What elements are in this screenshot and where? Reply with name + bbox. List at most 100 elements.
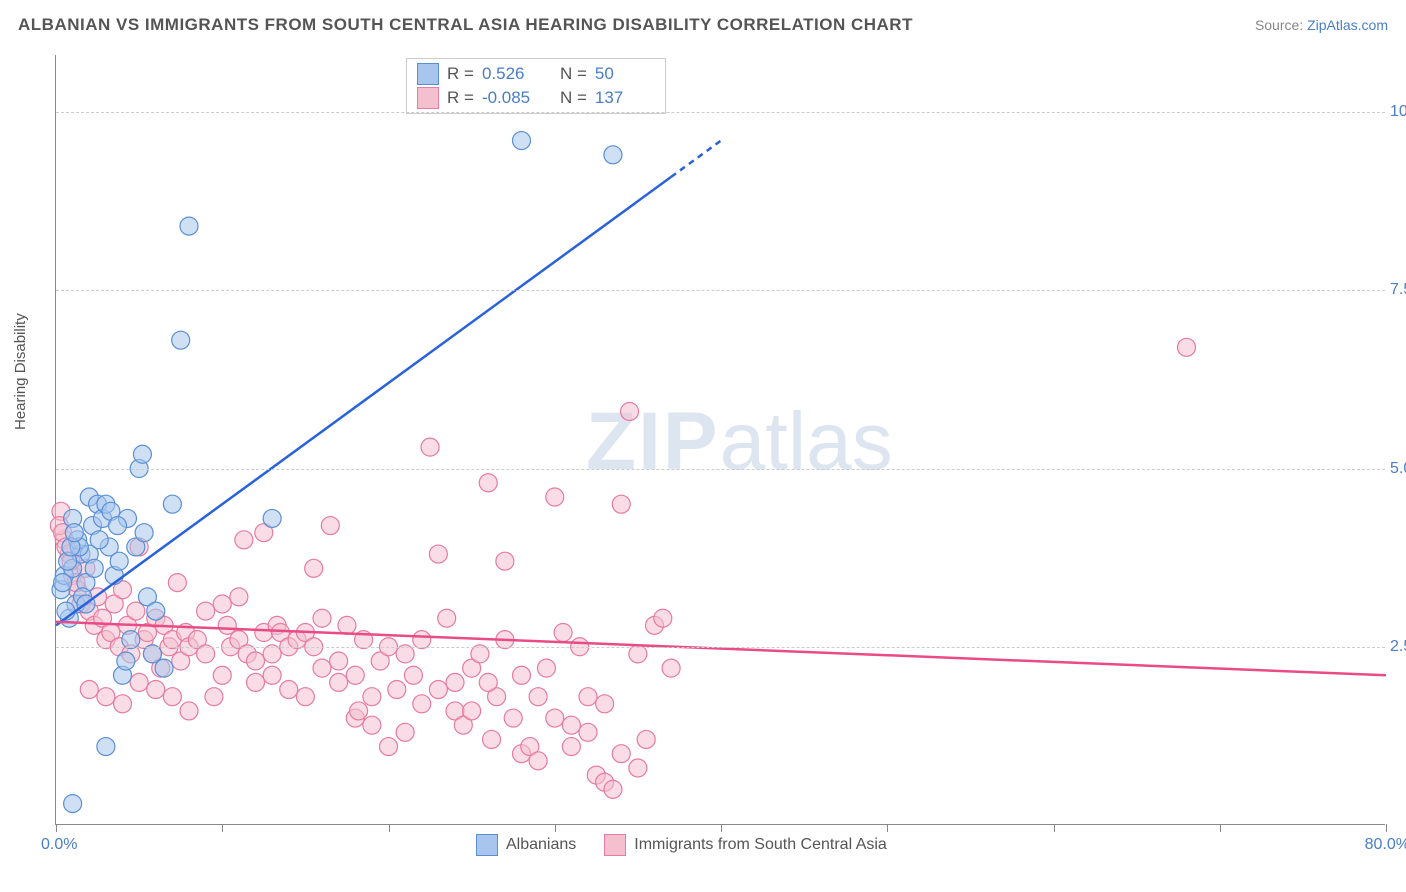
x-tick bbox=[1386, 824, 1387, 832]
legend-swatch bbox=[476, 834, 498, 856]
data-point bbox=[438, 609, 456, 627]
data-point bbox=[529, 752, 547, 770]
data-point bbox=[205, 688, 223, 706]
x-tick bbox=[1220, 824, 1221, 832]
data-point bbox=[496, 552, 514, 570]
data-point bbox=[247, 673, 265, 691]
data-point bbox=[330, 673, 348, 691]
data-point bbox=[172, 331, 190, 349]
data-point bbox=[180, 217, 198, 235]
data-point bbox=[90, 531, 108, 549]
data-point bbox=[135, 524, 153, 542]
data-point bbox=[346, 666, 364, 684]
series-name: Immigrants from South Central Asia bbox=[634, 836, 887, 854]
n-value: 50 bbox=[595, 64, 655, 84]
data-point bbox=[147, 681, 165, 699]
data-point bbox=[321, 517, 339, 535]
source-attribution: Source: ZipAtlas.com bbox=[1255, 17, 1388, 33]
data-point bbox=[621, 402, 639, 420]
data-point bbox=[235, 531, 253, 549]
data-point bbox=[64, 795, 82, 813]
data-point bbox=[637, 730, 655, 748]
data-point bbox=[230, 588, 248, 606]
data-point bbox=[546, 488, 564, 506]
data-point bbox=[562, 716, 580, 734]
x-tick bbox=[887, 824, 888, 832]
data-point bbox=[429, 545, 447, 563]
x-axis-min-label: 0.0% bbox=[41, 836, 77, 854]
data-point bbox=[413, 695, 431, 713]
y-tick-label: 5.0% bbox=[1390, 460, 1406, 478]
chart-title: ALBANIAN VS IMMIGRANTS FROM SOUTH CENTRA… bbox=[18, 15, 913, 35]
data-point bbox=[662, 659, 680, 677]
x-tick bbox=[1054, 824, 1055, 832]
data-point bbox=[296, 688, 314, 706]
series-legend-item: Albanians bbox=[476, 834, 576, 856]
data-point bbox=[612, 495, 630, 513]
scatter-svg bbox=[56, 55, 1386, 825]
data-point bbox=[247, 652, 265, 670]
r-label: R = bbox=[447, 64, 474, 84]
legend-swatch bbox=[417, 87, 439, 109]
data-point bbox=[197, 602, 215, 620]
x-tick bbox=[555, 824, 556, 832]
data-point bbox=[537, 659, 555, 677]
r-value: 0.526 bbox=[482, 64, 552, 84]
data-point bbox=[97, 688, 115, 706]
data-point bbox=[596, 695, 614, 713]
data-point bbox=[350, 702, 368, 720]
y-tick-label: 2.5% bbox=[1390, 638, 1406, 656]
trend-line-dashed bbox=[671, 141, 721, 177]
data-point bbox=[546, 709, 564, 727]
series-legend-item: Immigrants from South Central Asia bbox=[604, 834, 887, 856]
source-link[interactable]: ZipAtlas.com bbox=[1307, 17, 1388, 33]
correlation-legend-row: R =-0.085N =137 bbox=[417, 87, 655, 109]
x-axis-max-label: 80.0% bbox=[1365, 836, 1406, 854]
data-point bbox=[513, 666, 531, 684]
gridline bbox=[56, 647, 1385, 648]
data-point bbox=[163, 688, 181, 706]
data-point bbox=[396, 723, 414, 741]
data-point bbox=[263, 666, 281, 684]
data-point bbox=[97, 738, 115, 756]
trend-line bbox=[56, 177, 671, 625]
data-point bbox=[313, 609, 331, 627]
data-point bbox=[483, 730, 501, 748]
data-point bbox=[54, 574, 72, 592]
data-point bbox=[213, 595, 231, 613]
r-value: -0.085 bbox=[482, 88, 552, 108]
r-label: R = bbox=[447, 88, 474, 108]
plot-area: ZIPatlas R =0.526N =50R =-0.085N =137 0.… bbox=[55, 55, 1385, 825]
data-point bbox=[313, 659, 331, 677]
data-point bbox=[338, 616, 356, 634]
source-prefix: Source: bbox=[1255, 17, 1307, 33]
data-point bbox=[612, 745, 630, 763]
gridline bbox=[56, 290, 1385, 291]
data-point bbox=[1178, 338, 1196, 356]
data-point bbox=[504, 709, 522, 727]
y-tick-label: 7.5% bbox=[1390, 281, 1406, 299]
chart-header: ALBANIAN VS IMMIGRANTS FROM SOUTH CENTRA… bbox=[18, 15, 1388, 35]
data-point bbox=[554, 624, 572, 642]
n-label: N = bbox=[560, 64, 587, 84]
data-point bbox=[155, 659, 173, 677]
gridline bbox=[56, 112, 1385, 113]
data-point bbox=[404, 666, 422, 684]
data-point bbox=[380, 738, 398, 756]
data-point bbox=[109, 517, 127, 535]
data-point bbox=[114, 695, 132, 713]
data-point bbox=[388, 681, 406, 699]
data-point bbox=[163, 495, 181, 513]
y-tick-label: 10.0% bbox=[1390, 103, 1406, 121]
gridline bbox=[56, 469, 1385, 470]
x-tick bbox=[721, 824, 722, 832]
correlation-legend-row: R = 0.526 N = 50 bbox=[417, 63, 655, 85]
data-point bbox=[579, 688, 597, 706]
data-point bbox=[117, 652, 135, 670]
data-point bbox=[562, 738, 580, 756]
data-point bbox=[604, 146, 622, 164]
n-label: N = bbox=[560, 88, 587, 108]
data-point bbox=[463, 702, 481, 720]
x-tick bbox=[56, 824, 57, 832]
data-point bbox=[305, 559, 323, 577]
